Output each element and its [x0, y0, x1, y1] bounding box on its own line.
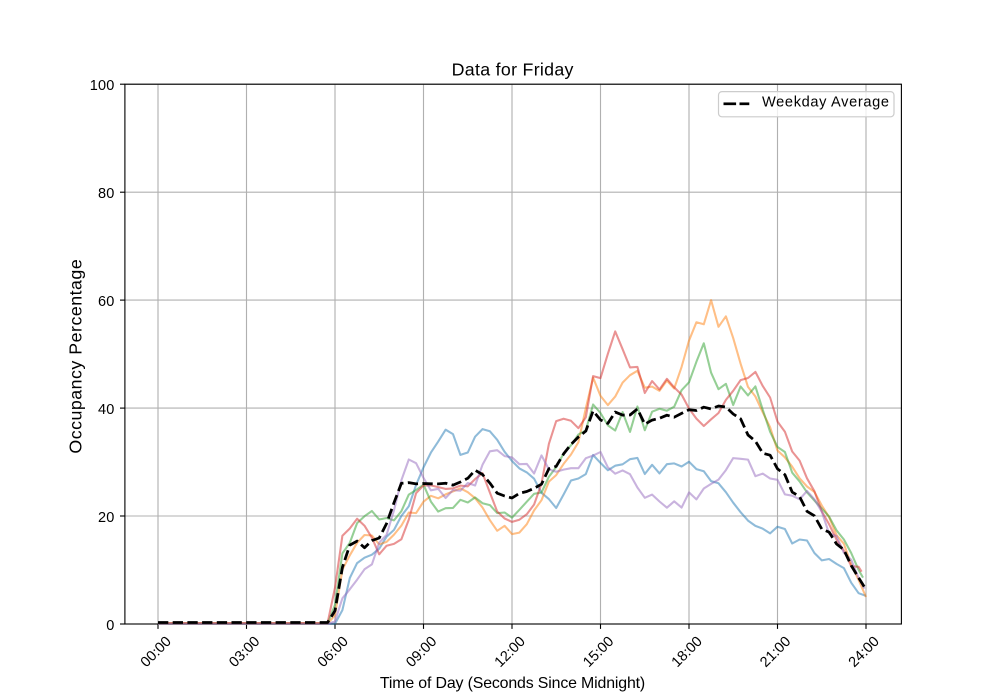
svg-text:80: 80 [98, 186, 115, 202]
svg-text:Occupancy Percentage: Occupancy Percentage [65, 259, 85, 454]
svg-text:100: 100 [90, 78, 115, 94]
svg-text:40: 40 [98, 402, 115, 418]
svg-text:Weekday Average: Weekday Average [762, 94, 890, 110]
svg-text:0: 0 [106, 618, 114, 634]
svg-text:Data for Friday: Data for Friday [452, 60, 574, 80]
svg-text:60: 60 [98, 294, 115, 310]
svg-text:Time of Day (Seconds Since Mid: Time of Day (Seconds Since Midnight) [380, 675, 645, 692]
svg-text:20: 20 [98, 510, 115, 526]
